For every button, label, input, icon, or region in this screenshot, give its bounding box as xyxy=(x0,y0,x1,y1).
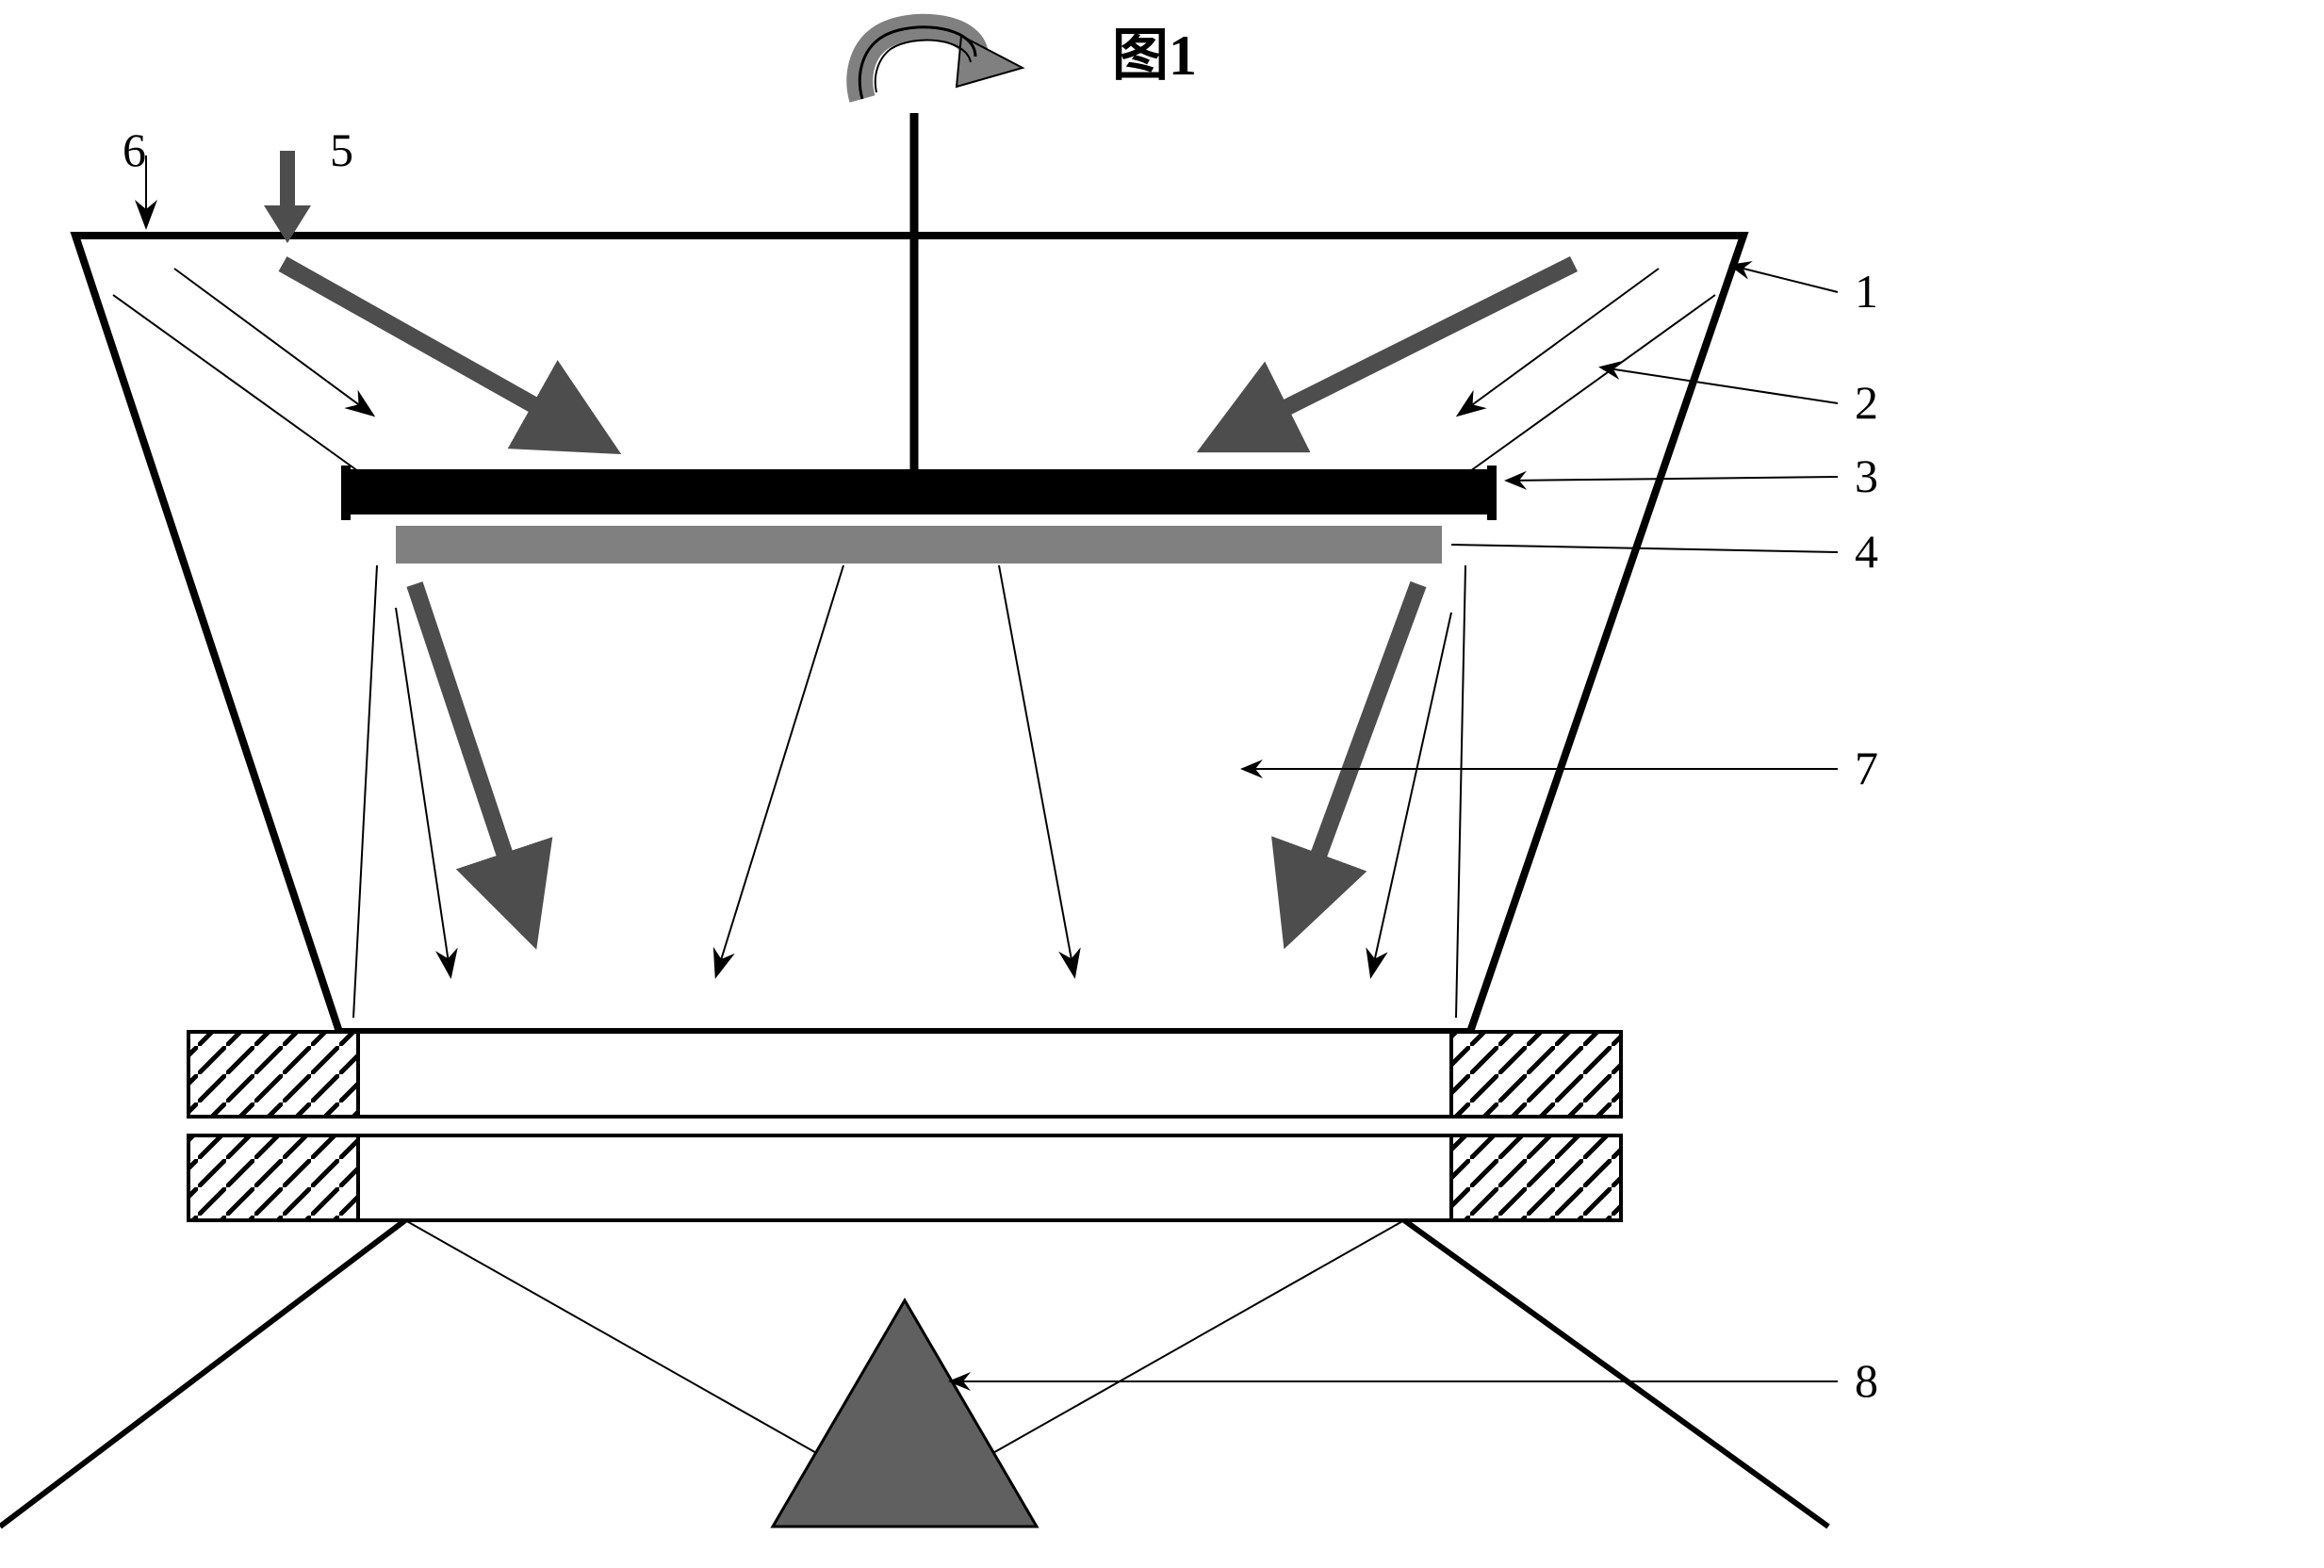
inner-lower-right-line xyxy=(1456,565,1465,1018)
diagram-svg xyxy=(0,0,2324,1568)
triangle-pile xyxy=(773,1300,1037,1527)
label-3: 3 xyxy=(1855,449,1878,503)
bar-black-endcap-left xyxy=(341,466,351,520)
label-8: 8 xyxy=(1855,1353,1878,1408)
bar-gray xyxy=(396,526,1442,564)
leader-1 xyxy=(1732,266,1838,292)
roller-bottom xyxy=(188,1135,1621,1220)
inner-upper-right-line xyxy=(1470,295,1715,471)
leader-2 xyxy=(1602,368,1838,403)
bar-black xyxy=(349,469,1489,514)
outer-cone xyxy=(75,236,1743,1032)
inner-upper-left-line xyxy=(113,295,358,471)
label-1: 1 xyxy=(1855,264,1878,318)
inner-lower-left-line xyxy=(353,565,377,1018)
heavy-arrow-upper-left xyxy=(283,264,584,433)
leader-3 xyxy=(1508,477,1838,481)
roller-top xyxy=(188,1032,1621,1117)
label5-arrow xyxy=(264,151,311,243)
bar-black-endcap-right xyxy=(1487,466,1497,520)
label-5: 5 xyxy=(330,122,353,177)
heavy-arrow-lower-right xyxy=(1299,584,1418,909)
thin-arrow-lower-4 xyxy=(999,565,1074,975)
label-2: 2 xyxy=(1855,375,1878,430)
label-6: 6 xyxy=(123,122,146,177)
heavy-arrow-upper-right xyxy=(1235,264,1574,433)
leader-4 xyxy=(1451,545,1838,552)
thin-arrow-upper-right xyxy=(1459,269,1659,415)
thin-arrow-lower-3 xyxy=(716,565,843,975)
heavy-arrow-lower-left xyxy=(415,584,523,909)
rotation-arrow xyxy=(859,27,1023,99)
label-4: 4 xyxy=(1855,524,1878,579)
label-7: 7 xyxy=(1855,741,1878,795)
